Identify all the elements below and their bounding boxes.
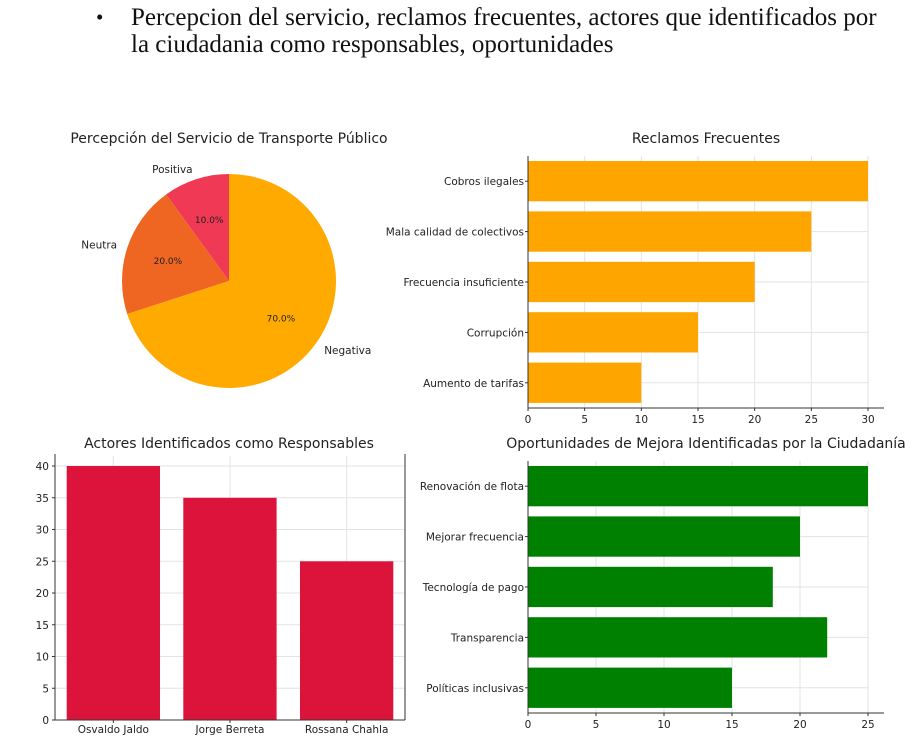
pie-pct-negativa: 70.0%	[267, 315, 296, 325]
x-category-label: Rossana Chahla	[305, 724, 388, 736]
x-tick-label: 15	[691, 414, 704, 426]
bar	[528, 617, 828, 658]
pie-title: Percepción del Servicio de Transporte Pú…	[70, 131, 387, 147]
category-label: Tecnología de pago	[422, 582, 524, 594]
x-tick-label: 25	[861, 719, 874, 731]
chart-oportunidades-mejora: Oportunidades de Mejora Identificadas po…	[420, 436, 906, 731]
category-label: Mala calidad de colectivos	[386, 227, 524, 239]
slide-header: • Percepcion del servicio, reclamos frec…	[96, 4, 896, 58]
x-tick-label: 20	[793, 719, 806, 731]
category-label: Mejorar frecuencia	[426, 532, 524, 544]
x-tick-label: 5	[593, 719, 600, 731]
actores-plot: 0 5 10 15 20 25 30 35 40 Osvaldo Jaldo Jorge Berre…	[36, 454, 406, 736]
bar	[528, 362, 642, 403]
bar	[300, 561, 394, 721]
x-tick-label: 10	[635, 414, 648, 426]
x-tick-label: 0	[525, 414, 532, 426]
pie-pct-neutra: 20.0%	[154, 257, 183, 267]
y-tick-label: 10	[36, 652, 49, 664]
pie-slice-neutra	[122, 194, 229, 315]
category-label: Políticas inclusivas	[426, 683, 524, 695]
actores-title: Actores Identificados como Responsables	[84, 436, 374, 452]
bar	[528, 667, 732, 708]
pie-label-negativa: Negativa	[324, 345, 371, 357]
x-tick-label: 25	[805, 414, 818, 426]
category-label: Transparencia	[450, 632, 524, 644]
y-tick-label: 15	[36, 620, 49, 632]
bar	[66, 466, 160, 720]
pie-slice-positiva	[166, 174, 229, 281]
oportunidades-plot: Renovación de flota Mejorar frecuencia Tec…	[420, 461, 884, 731]
bar	[528, 261, 755, 303]
category-label: Corrupción	[467, 327, 524, 339]
pie-label-positiva: Positiva	[152, 164, 192, 176]
bar	[528, 566, 773, 608]
reclamos-title: Reclamos Frecuentes	[632, 131, 780, 147]
x-tick-label: 30	[861, 414, 874, 426]
bullet-point: •	[96, 5, 104, 29]
x-tick-label: 15	[725, 719, 738, 731]
bar	[528, 466, 868, 507]
pie-chart-perception: Percepción del Servicio de Transporte Pú…	[70, 131, 388, 389]
y-tick-label: 0	[42, 715, 49, 727]
pie-label-neutra: Neutra	[81, 240, 117, 252]
x-tick-label: 10	[657, 719, 670, 731]
bar	[528, 161, 868, 202]
x-category-label: Osvaldo Jaldo	[78, 724, 149, 736]
y-tick-label: 25	[36, 556, 49, 568]
oportunidades-title: Oportunidades de Mejora Identificadas po…	[506, 436, 906, 452]
pie-labels: 10.0% Positiva 20.0% Neutra 70.0% Negativa	[81, 164, 371, 357]
x-tick-label: 5	[581, 414, 588, 426]
category-label: Cobros ilegales	[444, 176, 524, 188]
category-label: Renovación de flota	[420, 481, 524, 493]
y-tick-label: 35	[36, 493, 49, 505]
y-tick-label: 40	[36, 461, 49, 473]
bar	[528, 516, 800, 557]
bar	[528, 312, 698, 353]
reclamos-plot: Cobros ilegales Mala calidad de colectivo…	[386, 156, 884, 426]
pie-slices	[122, 174, 337, 389]
x-category-label: Jorge Berreta	[194, 724, 264, 736]
pie-slice-negativa	[127, 174, 337, 389]
chart-reclamos-frecuentes: Reclamos Frecuentes Cobros ilegales Mala …	[386, 131, 884, 426]
category-label: Frecuencia insuficiente	[403, 277, 524, 289]
category-label: Aumento de tarifas	[423, 378, 524, 390]
y-tick-label: 30	[36, 525, 49, 537]
x-tick-label: 0	[525, 719, 532, 731]
x-tick-label: 20	[748, 414, 761, 426]
bar	[183, 497, 277, 721]
slide-heading-text: Percepcion del servicio, reclamos frecue…	[131, 4, 877, 58]
y-tick-label: 20	[36, 588, 49, 600]
y-tick-label: 5	[42, 683, 49, 695]
pie-pct-positiva: 10.0%	[195, 216, 224, 226]
bar	[528, 211, 812, 252]
chart-actores-responsables: Actores Identificados como Responsables …	[36, 436, 406, 736]
